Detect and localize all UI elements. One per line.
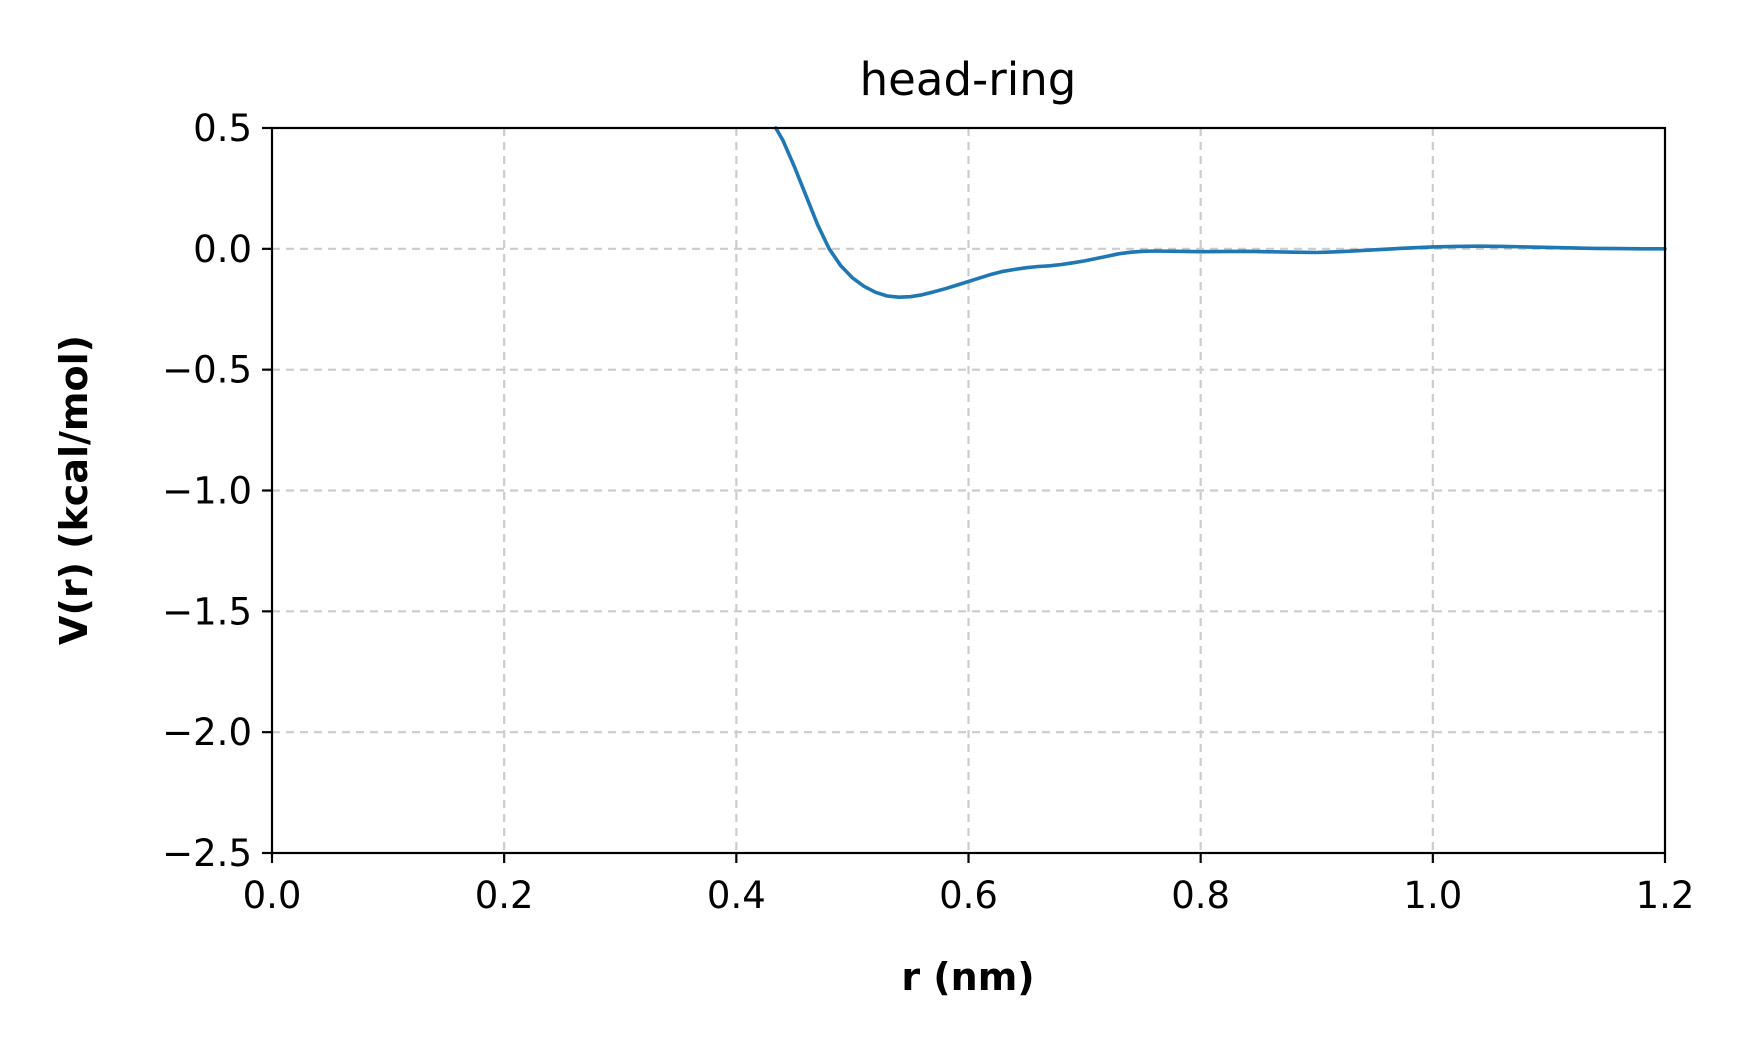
x-tick-label: 1.0	[1403, 874, 1462, 917]
y-tick-label: 0.0	[193, 228, 252, 271]
y-tick-label: −2.0	[162, 711, 252, 754]
x-axis-label: r (nm)	[901, 955, 1034, 999]
ticks: 0.0 0.2 0.4 0.6 0.8 1.0 1.2 0.5 0.0 −0.5 −1.0 −1.5 −…	[162, 107, 1694, 917]
y-tick-label: −0.5	[162, 349, 252, 392]
y-tick-label: −1.5	[162, 590, 252, 633]
x-tick-label: 0.8	[1171, 874, 1230, 917]
chart-title: head-ring	[860, 53, 1077, 106]
y-tick-label: −2.5	[162, 832, 252, 875]
x-tick-label: 0.0	[243, 874, 302, 917]
x-tick-label: 1.2	[1636, 874, 1695, 917]
y-tick-label: −1.0	[162, 470, 252, 513]
y-axis-label: V(r) (kcal/mol)	[52, 335, 96, 645]
x-tick-label: 0.2	[475, 874, 534, 917]
series-layer	[773, 126, 1667, 300]
y-tick-label: 0.5	[193, 107, 252, 150]
series-line	[773, 126, 1667, 300]
x-tick-label: 0.6	[939, 874, 998, 917]
grid	[272, 128, 1665, 853]
x-tick-label: 0.4	[707, 874, 766, 917]
